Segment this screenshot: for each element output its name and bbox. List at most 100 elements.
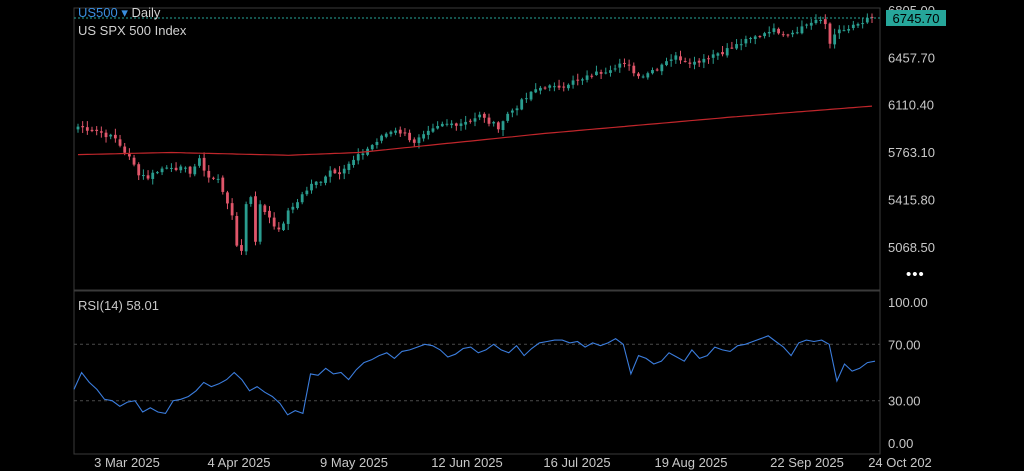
candle-body — [702, 58, 706, 63]
candle-body — [445, 123, 449, 125]
candle-body — [795, 32, 799, 34]
symbol-selector[interactable]: US500 — [78, 5, 118, 20]
candle-body — [567, 84, 570, 89]
timeframe-label[interactable]: Daily — [131, 5, 161, 20]
candle-body — [188, 166, 192, 174]
candle-body — [777, 28, 780, 34]
candle-body — [468, 120, 472, 122]
candle-body — [655, 69, 659, 71]
candle-body — [170, 167, 173, 169]
candle-body — [282, 223, 285, 231]
candle-body — [412, 139, 416, 143]
more-icon[interactable]: ••• — [906, 266, 925, 283]
candle-body — [763, 33, 766, 37]
moving-average-line — [77, 105, 873, 156]
candle-body — [436, 125, 440, 129]
candle-body — [716, 53, 720, 56]
candle-body — [515, 108, 519, 111]
candle-body — [819, 19, 823, 21]
candle-body — [258, 204, 262, 242]
candle-body — [347, 163, 351, 171]
candle-body — [510, 110, 514, 113]
x-tick-label: 16 Jul 2025 — [543, 455, 610, 470]
candle-body — [595, 71, 598, 76]
candle-body — [113, 134, 117, 139]
x-tick-label: 19 Aug 2025 — [654, 455, 727, 470]
candle-body — [753, 36, 757, 39]
candle-body — [263, 205, 267, 213]
candle-body — [380, 135, 383, 141]
candle-body — [352, 159, 355, 166]
candle-body — [146, 175, 150, 179]
candle-body — [310, 183, 313, 191]
candle-body — [291, 206, 295, 210]
candle-body — [151, 172, 155, 179]
candle-body — [300, 194, 304, 203]
candle-body — [646, 73, 650, 78]
candle-body — [721, 52, 724, 55]
candle-body — [492, 122, 496, 124]
candle-body — [230, 203, 234, 216]
candle-body — [286, 210, 290, 224]
candle-body — [735, 44, 738, 49]
candle-body — [739, 44, 743, 46]
candle-body — [328, 170, 332, 177]
candle-body — [454, 123, 458, 126]
candle-body — [137, 164, 141, 176]
candle-body — [272, 217, 276, 227]
candle-body — [786, 34, 790, 36]
candle-body — [99, 131, 103, 133]
candle-body — [870, 16, 874, 18]
instrument-name: US SPX 500 Index — [78, 23, 187, 38]
candle-body — [506, 113, 510, 121]
candle-body — [581, 79, 584, 81]
candle-body — [809, 22, 813, 26]
candle-body — [730, 47, 734, 49]
candle-body — [249, 197, 253, 204]
candle-body — [226, 192, 229, 204]
candle-body — [590, 75, 594, 77]
candle-body — [118, 139, 122, 146]
candle-body — [375, 141, 379, 146]
candle-body — [240, 245, 243, 251]
candle-body — [758, 35, 762, 37]
candle-body — [571, 80, 575, 85]
candle-body — [141, 175, 145, 177]
candle-body — [623, 62, 626, 64]
candle-body — [417, 137, 421, 144]
candle-body — [212, 177, 215, 179]
candle-body — [408, 132, 412, 141]
candle-body — [627, 64, 631, 66]
candle-body — [90, 129, 94, 132]
candle-body — [398, 129, 402, 134]
candle-body — [338, 172, 341, 175]
x-tick-label: 22 Sep 2025 — [770, 455, 844, 470]
candle-body — [109, 134, 113, 137]
rsi-line — [73, 335, 876, 416]
candle-body — [216, 178, 220, 180]
candle-body — [174, 167, 178, 170]
candle-body — [127, 154, 131, 157]
candle-body — [842, 30, 846, 32]
x-tick-label: 4 Apr 2025 — [208, 455, 271, 470]
candle-body — [837, 29, 841, 34]
candle-body — [543, 87, 547, 89]
rsi-tick-label: 0.00 — [888, 436, 913, 451]
candle-body — [604, 72, 608, 74]
candle-body — [207, 170, 211, 178]
price-panel-frame — [73, 7, 881, 291]
chevron-down-icon[interactable]: ▾ — [121, 5, 128, 20]
candle-body — [599, 72, 603, 74]
candle-body — [389, 131, 393, 135]
candle-body — [651, 70, 654, 74]
candle-body — [221, 177, 225, 192]
candle-body — [781, 34, 785, 36]
candle-body — [296, 202, 299, 209]
candle-body — [534, 89, 538, 93]
candle-body — [431, 128, 435, 132]
candle-body — [324, 176, 327, 183]
price-tick-label: 5415.80 — [888, 193, 935, 208]
candle-body — [851, 24, 855, 29]
candle-body — [613, 68, 617, 70]
